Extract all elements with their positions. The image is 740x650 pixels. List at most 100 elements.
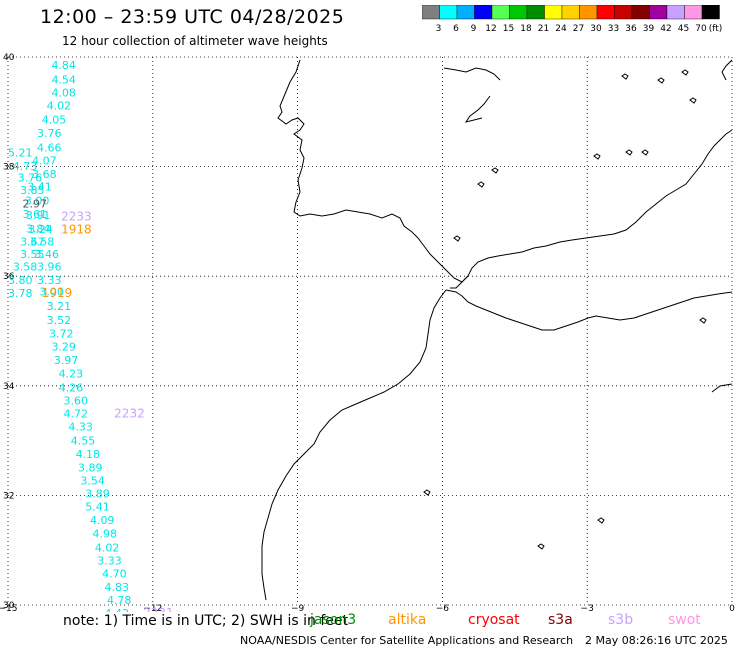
x-tick-label: −3: [581, 604, 594, 612]
satellite-legend-item: altika: [388, 612, 427, 628]
colorbar-tick-label: 9: [471, 24, 477, 34]
wave-height-label: 3.58: [13, 261, 38, 274]
wave-height-label: 4.84: [51, 59, 76, 72]
colorbar-swatch: [701, 5, 720, 20]
wave-height-label: 4.08: [51, 86, 76, 99]
island-outline: [593, 153, 601, 160]
island-outline: [689, 97, 697, 104]
y-tick-label: 36: [3, 272, 15, 282]
wave-height-label: 3.80: [8, 274, 33, 287]
colorbar-tick-label: 33: [608, 24, 619, 34]
x-tick-label: 0: [729, 604, 735, 612]
y-tick-label: 40: [3, 53, 15, 63]
wave-height-label: 4.72: [64, 408, 89, 421]
wave-height-label: 3.58: [30, 236, 55, 249]
map-title: 12:00 – 23:59 UTC 04/28/2025: [40, 6, 345, 28]
wave-height-label: 3.84: [26, 222, 50, 235]
coastline-segment: [261, 289, 447, 601]
colorbar-tick-label: 3: [436, 24, 442, 34]
map-subtitle: 12 hour collection of altimeter wave hei…: [62, 34, 328, 48]
colorbar-tick-label: 21: [538, 24, 549, 34]
wave-height-label: 4.66: [37, 141, 62, 154]
island-outline: [537, 543, 545, 550]
wave-height-label: 3.33: [97, 554, 122, 567]
coastline-segment: [721, 59, 733, 81]
coastline-segment: [445, 289, 733, 331]
colorbar-tick-label: 39: [643, 24, 655, 34]
wave-height-label: 3.00: [39, 285, 64, 298]
colorbar-tick-label: 42: [660, 24, 671, 34]
wave-height-label: 3.29: [51, 341, 76, 354]
wave-height-label: 3.76: [37, 127, 62, 140]
island-outline: [423, 489, 431, 496]
wave-height-label: 3.89: [85, 488, 110, 501]
coastline-segment: [450, 275, 469, 289]
wave-height-label: 4.05: [42, 113, 67, 126]
wave-height-label: 4.83: [105, 581, 129, 594]
wave-height-label: 3.33: [37, 274, 62, 287]
y-tick-label: 38: [3, 163, 15, 173]
wave-height-label: 3.89: [78, 461, 103, 474]
coastline-segment: [711, 383, 733, 393]
colorbar-tick-label: 70: [695, 24, 707, 34]
wave-height-label: 3.54: [80, 474, 105, 487]
colorbar-tick-label: 27: [573, 24, 584, 34]
island-outline: [657, 77, 665, 84]
satellite-legend-item: swot: [668, 612, 701, 628]
island-outline: [699, 317, 707, 324]
wave-height-label: 4.78: [107, 594, 131, 607]
wave-height-label: 3.00: [25, 194, 50, 207]
coastline-segment: [277, 59, 733, 283]
x-tick-label: −12: [143, 604, 162, 612]
wave-height-label: 3.60: [64, 394, 89, 407]
coastline: [261, 59, 733, 601]
y-tick-label: 34: [3, 382, 15, 392]
wave-height-label: 4.23: [59, 368, 84, 381]
wave-height-label: 4.70: [102, 568, 127, 581]
x-tick-label: −6: [436, 604, 450, 612]
wave-height-label: 3.55: [20, 248, 45, 261]
wave-height-label: 3.78: [8, 287, 33, 300]
wave-height-label: 3.24: [28, 223, 53, 236]
island-outline: [681, 69, 689, 76]
wave-height-label: 2233: [61, 209, 92, 223]
footer-note: note: 1) Time is in UTC; 2) SWH is in fe…: [63, 613, 349, 629]
colorbar-tick-label: 6: [453, 24, 459, 34]
wave-height-label: 3.52: [47, 314, 72, 327]
wave-height-map: −15 −12 −9 −6 −3 04038363432304.844.544.084.0…: [0, 53, 735, 612]
wave-height-colorbar: 3 6 9 12 15 18 21 24 27 30 33 36 39 42 45 70 (ft): [422, 5, 723, 34]
satellite-legend-item: cryosat: [468, 612, 520, 628]
satellite-legend-item: s3a: [548, 612, 573, 628]
wave-height-label: 2231: [143, 606, 174, 612]
coastline-segment: [464, 95, 491, 123]
graticule: [7, 56, 733, 606]
wave-height-label: 4.73: [13, 160, 38, 173]
colorbar-tick-label: 30: [590, 24, 602, 34]
island-outline: [641, 149, 649, 156]
wave-height-label: 3.72: [49, 328, 74, 341]
wave-height-label: 2232: [114, 407, 145, 421]
colorbar-tick-label: 12: [485, 24, 496, 34]
wave-height-label: 4.54: [51, 73, 76, 86]
footer-generated-time: 2 May 08:26:16 UTC 2025: [585, 634, 728, 647]
wave-height-label: 4.26: [59, 381, 84, 394]
wave-height-labels: 4.844.544.084.024.053.764.665.214.074.73…: [8, 59, 174, 612]
wave-height-label: 3.91: [26, 209, 50, 222]
wave-height-label: 2.97: [22, 198, 47, 211]
island-outline: [477, 181, 485, 188]
wave-height-label: 5.21: [8, 147, 33, 160]
wave-height-label: 3.61: [22, 208, 47, 221]
wave-height-label: 4.09: [90, 514, 115, 527]
colorbar-tick-label: 18: [520, 24, 532, 34]
island-outline: [597, 517, 605, 524]
wave-height-label: 4.33: [68, 421, 93, 434]
wave-height-label: 3.67: [20, 236, 45, 249]
wave-height-label: 4.55: [71, 434, 96, 447]
wave-height-label: 3.96: [37, 261, 62, 274]
colorbar-unit-label: (ft): [709, 24, 723, 34]
wave-height-label: 3.76: [18, 171, 43, 184]
island-outline: [621, 73, 629, 80]
coastline-segment: [443, 67, 501, 81]
satellite-legend-item: jason3: [310, 612, 357, 628]
wave-height-label: 3.97: [54, 354, 79, 367]
